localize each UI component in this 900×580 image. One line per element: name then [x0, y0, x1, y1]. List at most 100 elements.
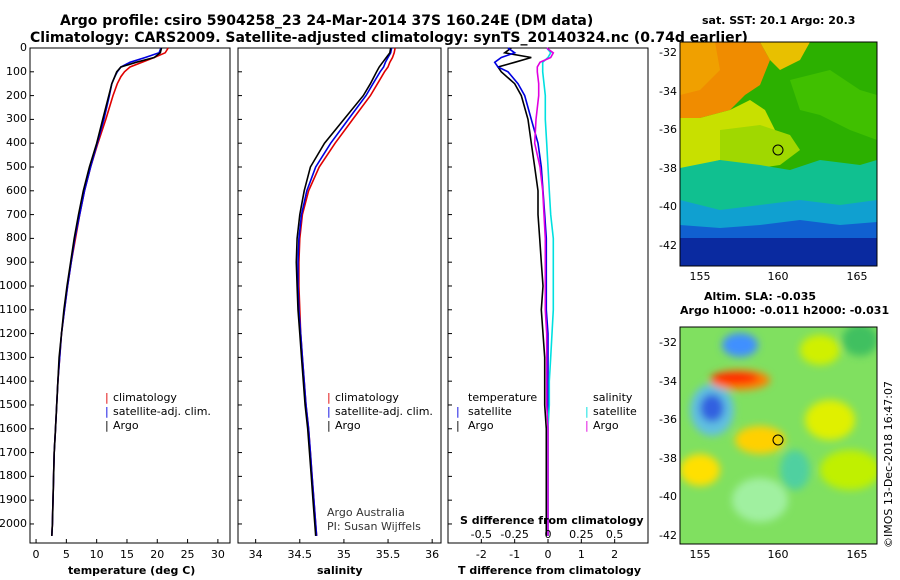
map-y-tick-0-2: -36: [659, 123, 677, 137]
legend-argo-marker: |: [105, 419, 109, 432]
temperature-axis-label: temperature (deg C): [68, 564, 196, 577]
x-tick-label-0-6: 30: [210, 548, 225, 561]
diff-legend-t-sat-marker: |: [456, 405, 460, 418]
y-tick-label-12: 1200: [0, 326, 27, 340]
x-tick-label-1-0: 34: [248, 548, 263, 561]
temperature-frame: [29, 47, 231, 544]
y-tick-label-13: 1300: [0, 350, 27, 364]
diff-legend-salinity-title: salinity: [593, 391, 633, 404]
x-tick-label-0-5: 25: [180, 548, 195, 561]
sal-legend-satellite-label: satellite-adj. clim.: [335, 405, 433, 418]
sal-legend-argo-marker: |: [327, 419, 331, 432]
y-tick-label-10: 1000: [0, 278, 27, 292]
diff-legend-t-argo-label: Argo: [468, 419, 494, 432]
x-tick-label-1-1: 34.5: [287, 548, 313, 561]
panel-temperature: [29, 47, 231, 544]
imos-credit: ©IMOS 13-Dec-2018 16:47:07: [882, 381, 895, 548]
x-tick-label-0-2: 10: [89, 548, 104, 561]
sla-title-line-1: Altim. SLA: -0.035: [704, 290, 817, 303]
title-line-2: Climatology: CARS2009. Satellite-adjuste…: [30, 30, 748, 46]
map-y-tick-0-3: -38: [659, 161, 677, 175]
x-tick-label-2-3: 1: [577, 548, 585, 561]
sal-legend-argo-label: Argo: [335, 419, 361, 432]
diff-legend-t-argo-marker: |: [456, 419, 460, 432]
y-tick-label-14: 1400: [0, 374, 27, 388]
legend-argo-label: Argo: [113, 419, 139, 432]
map-y-tick-1-1: -34: [659, 374, 677, 388]
x-top-tick-label-4: 0.5: [605, 528, 624, 541]
x-tick-label-1-4: 36: [425, 548, 440, 561]
credit-line-1: Argo Australia: [327, 506, 405, 519]
x-tick-label-0-4: 20: [150, 548, 165, 561]
series-line-2-0: [496, 47, 548, 536]
legend-satellite-label: satellite-adj. clim.: [113, 405, 211, 418]
y-tick-label-20: 2000: [0, 516, 27, 530]
y-tick-label-0: 0: [20, 41, 27, 54]
sal-legend-climatology-label: climatology: [335, 391, 399, 404]
diff-legend-t-sat-label: satellite: [468, 405, 512, 418]
credit-line-2: PI: Susan Wijffels: [327, 520, 421, 533]
y-tick-label-11: 1100: [0, 302, 27, 316]
sst-map-title: sat. SST: 20.1 Argo: 20.3: [702, 14, 856, 27]
y-tick-label-16: 1600: [0, 421, 27, 435]
x-top-tick-label-1: -0.25: [500, 528, 529, 541]
sst-frame: [679, 41, 878, 267]
y-tick-label-9: 900: [6, 255, 27, 269]
map-x-tick-0-2: 165: [846, 270, 868, 283]
map-x-tick-0-1: 160: [767, 270, 789, 283]
x-tick-label-2-4: 2: [611, 548, 619, 561]
x-tick-label-0-3: 15: [119, 548, 134, 561]
x-tick-label-2-1: -1: [509, 548, 521, 561]
map-y-tick-0-4: -40: [659, 200, 677, 214]
map-y-tick-0-5: -42: [659, 239, 677, 252]
y-tick-label-17: 1700: [0, 445, 27, 459]
sal-legend-climatology-marker: |: [327, 391, 331, 404]
x-tick-label-2-2: 0: [544, 548, 552, 561]
map-x-tick-1-0: 155: [689, 548, 711, 561]
y-tick-label-8: 800: [6, 231, 27, 245]
x-top-tick-label-3: 0.25: [569, 528, 594, 541]
salinity-frame: [237, 47, 442, 544]
map-y-tick-0-1: -34: [659, 84, 677, 98]
legend-climatology-marker: |: [105, 391, 109, 404]
sst-map: [679, 41, 878, 267]
x-tick-label-1-3: 35.5: [375, 548, 401, 561]
x-tick-label-1-2: 35: [336, 548, 351, 561]
y-tick-label-18: 1800: [0, 469, 27, 483]
y-tick-label-3: 300: [6, 112, 27, 126]
map-x-tick-0-0: 155: [689, 270, 711, 283]
y-tick-label-6: 600: [6, 183, 27, 197]
sla-frame: [679, 326, 878, 545]
sla-map: [679, 326, 878, 545]
sal-legend-satellite-marker: |: [327, 405, 331, 418]
series-line-0-1: [51, 47, 162, 536]
x-tick-label-0-1: 5: [62, 548, 70, 561]
map-y-tick-0-0: -32: [659, 46, 677, 59]
y-tick-label-1: 100: [6, 64, 27, 78]
series-line-2-1: [493, 47, 549, 536]
y-tick-label-7: 700: [6, 207, 27, 221]
diff-legend-s-argo-marker: |: [585, 419, 589, 432]
sst-field: [680, 42, 877, 266]
y-tick-label-4: 400: [6, 136, 27, 150]
sla-title-line-2: Argo h1000: -0.011 h2000: -0.031: [680, 304, 890, 317]
y-tick-label-15: 1500: [0, 397, 27, 411]
series-line-1-2: [295, 47, 392, 536]
y-tick-label-5: 500: [6, 159, 27, 173]
x-tick-label-0-0: 0: [32, 548, 40, 561]
x-top-tick-label-2: 0: [544, 528, 552, 541]
map-y-tick-1-0: -32: [659, 336, 677, 349]
sla-field: [680, 327, 877, 544]
y-tick-label-19: 1900: [0, 493, 27, 507]
map-y-tick-1-2: -36: [659, 413, 677, 427]
map-x-tick-1-2: 165: [846, 548, 868, 561]
series-line-0-0: [51, 47, 169, 536]
diff-legend-s-sat-marker: |: [585, 405, 589, 418]
legend-satellite-marker: |: [105, 405, 109, 418]
title-line-1: Argo profile: csiro 5904258_23 24-Mar-20…: [60, 13, 594, 29]
map-y-tick-1-5: -42: [659, 529, 677, 542]
map-y-tick-1-4: -40: [659, 490, 677, 504]
map-y-tick-1-3: -38: [659, 451, 677, 465]
diff-legend-s-argo-label: Argo: [593, 419, 619, 432]
